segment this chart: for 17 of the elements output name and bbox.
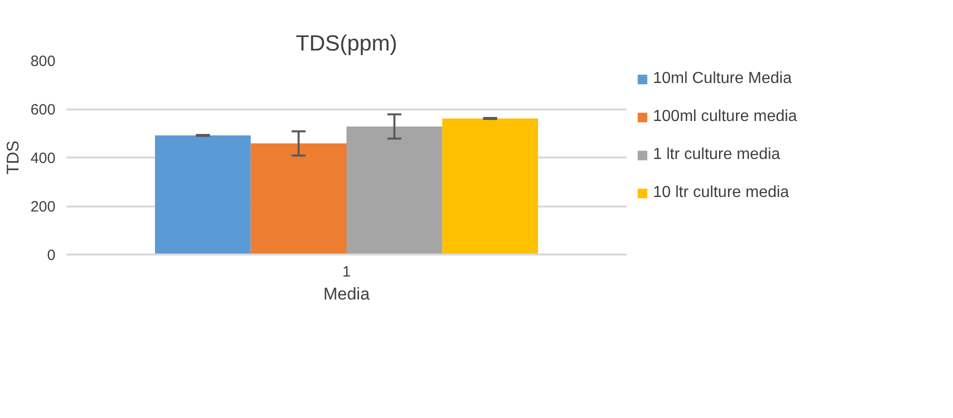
bar (154, 135, 251, 254)
legend-label: 1 ltr culture media (653, 146, 780, 164)
y-axis-title: TDS (3, 140, 22, 174)
legend-label: 10 ltr culture media (653, 184, 790, 202)
y-tick-label: 0 (47, 247, 56, 264)
y-tick-label: 600 (30, 102, 56, 118)
x-axis-title: Media (323, 284, 370, 304)
legend-label: 10ml Culture Media (653, 70, 792, 88)
legend-label: 100ml culture media (653, 108, 798, 126)
bar (442, 118, 538, 254)
bar (250, 143, 346, 254)
x-tick-label: 1 (342, 264, 351, 280)
y-tick-label: 400 (30, 150, 56, 167)
y-tick-label: 800 (30, 53, 56, 70)
chart-title: TDS(ppm) (296, 30, 398, 56)
bar (346, 126, 442, 254)
y-tick-label: 200 (30, 198, 56, 216)
